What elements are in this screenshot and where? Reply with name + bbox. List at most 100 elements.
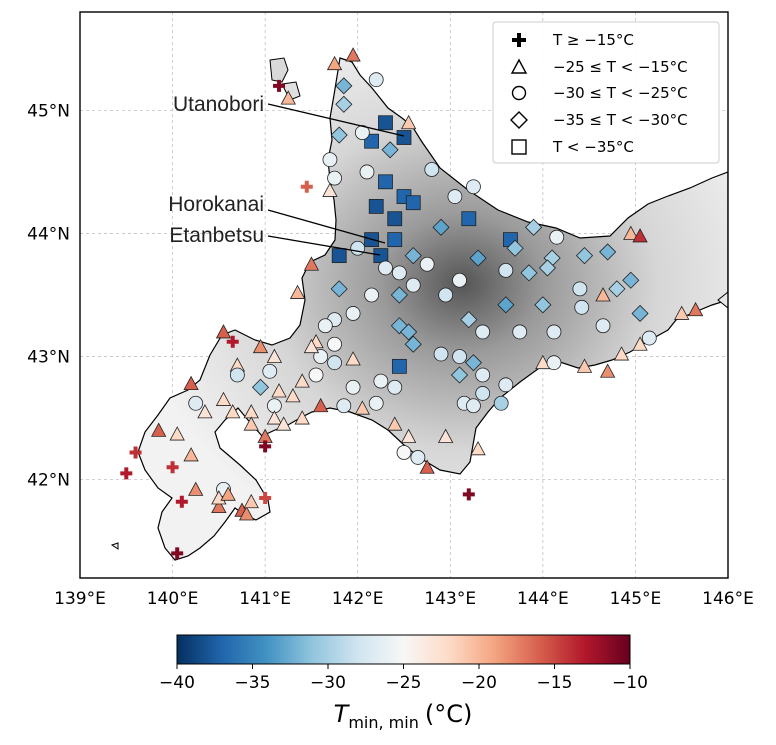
legend-label-triangle: −25 ≤ T < −15°C xyxy=(553,58,688,76)
station-marker-triangle xyxy=(151,422,167,437)
station-marker-triangle xyxy=(285,388,301,403)
station-marker-square xyxy=(378,115,393,131)
station-marker-diamond xyxy=(460,311,478,329)
place-annotations: Utanobori Horokanai Etanbetsu xyxy=(168,93,405,256)
colorbar-ticks: −40 −35 −30 −25 −20 −15 −10 xyxy=(159,664,648,693)
station-marker-plus xyxy=(171,547,184,560)
station-marker-diamond xyxy=(622,271,640,289)
station-marker-diamond xyxy=(404,247,422,265)
station-marker-diamond xyxy=(608,280,626,298)
legend-circle-icon xyxy=(511,85,527,101)
legend-label-plus: T ≥ −15°C xyxy=(552,31,634,49)
legend-triangle-icon xyxy=(510,58,528,74)
utanobori-label: Utanobori xyxy=(173,93,264,116)
station-marker-circle xyxy=(308,367,324,383)
station-marker-circle xyxy=(317,318,333,334)
colorbar-tick-label: −40 xyxy=(159,673,195,693)
station-marker-triangle xyxy=(632,336,648,351)
station-marker-diamond xyxy=(335,77,353,95)
station-marker-triangle xyxy=(419,459,435,474)
station-marker-diamond xyxy=(497,296,515,314)
station-marker-diamond xyxy=(534,296,552,314)
station-marker-triangle xyxy=(595,287,611,302)
station-marker-triangle xyxy=(470,440,486,456)
station-marker-circle xyxy=(322,152,338,168)
station-marker-triangle xyxy=(183,447,199,462)
station-marker-diamond xyxy=(381,141,399,159)
station-marker-plus xyxy=(259,440,272,453)
station-marker-triangle xyxy=(623,225,639,240)
station-marker-circle xyxy=(345,379,361,395)
legend: T ≥ −15°C −25 ≤ T < −15°C −30 ≤ T < −25°… xyxy=(492,21,720,164)
station-marker-circle xyxy=(387,379,403,395)
station-marker-diamond xyxy=(432,218,450,236)
colorbar-tick-label: −35 xyxy=(235,673,271,693)
station-marker-circle xyxy=(410,450,426,465)
station-marker-square xyxy=(364,133,380,149)
station-marker-circle xyxy=(466,179,481,195)
station-marker-triangle xyxy=(294,373,310,388)
lat-tick-label: 42°N xyxy=(27,471,70,491)
colorbar-tick-label: −15 xyxy=(537,673,573,693)
station-marker-triangle xyxy=(169,426,185,441)
lon-tick-label: 143°E xyxy=(424,589,476,609)
station-marker-triangle xyxy=(400,428,417,443)
legend-square-icon xyxy=(511,139,527,155)
legend-diamond-icon xyxy=(510,111,528,129)
lon-tick-label: 139°E xyxy=(54,589,106,609)
station-marker-diamond xyxy=(464,354,482,372)
station-marker-circle xyxy=(364,287,380,303)
station-marker-square xyxy=(373,248,389,264)
station-marker-plus xyxy=(129,446,142,459)
land-mass xyxy=(110,57,728,561)
station-marker-triangle xyxy=(266,348,283,363)
lon-tick-label: 144°E xyxy=(517,589,569,609)
station-marker-diamond xyxy=(335,95,353,113)
station-marker-circle xyxy=(424,162,440,177)
station-marker-circle xyxy=(475,324,491,340)
station-marker-circle xyxy=(574,299,590,315)
legend-label-square: T < −35°C xyxy=(552,138,634,156)
station-marker-diamond xyxy=(575,247,594,265)
station-marker-triangle xyxy=(303,338,320,354)
lat-tick-label: 45°N xyxy=(27,101,70,121)
station-marker-plus xyxy=(166,461,179,474)
station-marker-circle xyxy=(373,373,389,389)
station-marker-square xyxy=(378,174,393,190)
station-marker-plus xyxy=(259,492,272,505)
station-marker-triangle xyxy=(345,47,361,62)
station-marker-circle xyxy=(350,240,366,256)
horokanai-leader xyxy=(267,209,386,244)
station-marker-triangle xyxy=(183,375,199,390)
station-marker-square xyxy=(368,199,384,214)
lon-tick-label: 146°E xyxy=(702,589,754,609)
station-marker-plus xyxy=(300,180,313,193)
station-marker-triangle xyxy=(197,404,213,419)
station-marker-diamond xyxy=(469,249,487,267)
map-frame xyxy=(79,11,729,579)
station-marker-triangle xyxy=(674,305,690,320)
legend-box xyxy=(492,21,720,164)
lon-tick-label: 142°E xyxy=(332,589,384,609)
colorbar-title: Tmin, min (°C) xyxy=(334,700,473,732)
station-marker-triangle xyxy=(437,428,454,443)
station-marker-triangle xyxy=(576,358,593,373)
station-marker-circle xyxy=(368,72,384,88)
hokkaido-main-island xyxy=(137,57,728,561)
station-marker-circle xyxy=(595,318,611,334)
colorbar-tick-label: −30 xyxy=(310,673,346,693)
station-marker-circle xyxy=(378,260,393,276)
station-marker-circle xyxy=(447,189,463,204)
station-marker-circle xyxy=(336,398,352,414)
colorbar-tick-label: −25 xyxy=(386,673,422,693)
lon-tick-label: 140°E xyxy=(147,589,199,609)
station-marker-diamond xyxy=(450,366,469,384)
station-marker-circle xyxy=(391,265,407,281)
station-marker-diamond xyxy=(520,264,538,282)
station-marker-circle xyxy=(546,355,562,371)
station-marker-square xyxy=(461,211,477,227)
station-marker-diamond xyxy=(525,218,543,236)
axis-ticks: 139°E 140°E 141°E 142°E 143°E 144°E 145°E 146°E… xyxy=(27,101,754,609)
station-marker-plus xyxy=(175,495,188,508)
